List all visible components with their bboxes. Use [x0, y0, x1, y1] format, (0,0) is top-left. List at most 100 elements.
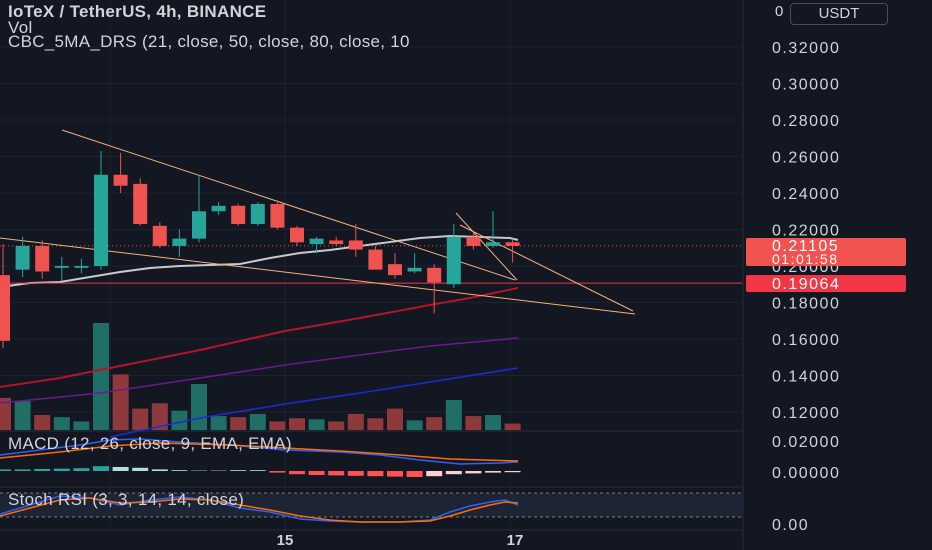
macd-histogram-bar [93, 466, 109, 471]
macd-histogram-bar [171, 470, 188, 471]
candle-body [172, 238, 187, 246]
macd-histogram-bar [230, 470, 247, 471]
volume-bar [191, 383, 207, 430]
macd-histogram-bar [347, 471, 364, 476]
macd-histogram-bar [132, 467, 149, 471]
macd-histogram-bar [406, 471, 423, 477]
macd-line [0, 438, 519, 465]
macd-histogram-bar [34, 469, 51, 471]
macd-histogram-bar [426, 471, 443, 477]
candle-body [290, 227, 304, 243]
price-tick-label: 0.12000 [772, 405, 840, 422]
stoch-rsi-band [0, 493, 742, 517]
volume-bar [289, 418, 305, 430]
trendline-upper [61, 129, 516, 281]
candle-body [348, 240, 363, 250]
candle-body [192, 211, 206, 239]
candle-body [446, 236, 461, 285]
candle-body [54, 266, 69, 268]
candle-body [407, 267, 422, 272]
time-axis-label: 17 [507, 532, 524, 549]
macd-histogram-bar [387, 471, 403, 477]
macd-histogram-bar [445, 471, 462, 475]
volume-bar [171, 410, 188, 430]
volume-bar [269, 421, 286, 430]
moving-average-red [0, 287, 519, 388]
candle-body [152, 225, 167, 246]
candle-body [0, 275, 10, 341]
last-price-badge [746, 238, 906, 266]
moving-average-purple [0, 337, 519, 404]
macd-histogram-bar [14, 469, 31, 471]
candle-body [231, 205, 246, 225]
macd-histogram-bar [0, 469, 11, 471]
candle-body [113, 174, 128, 186]
volume-bar [445, 400, 462, 430]
volume-bar [347, 413, 364, 430]
macd-histogram-bar [151, 469, 168, 471]
volume-bar [465, 416, 482, 430]
stoch-d-line [0, 497, 519, 523]
volume-bar [93, 323, 109, 430]
volume-bar [308, 419, 325, 430]
price-tick-label: 0.28000 [772, 113, 840, 130]
price-tick-label: 0.14000 [772, 369, 840, 386]
candle-body [505, 242, 520, 246]
candle-body [211, 205, 226, 212]
moving-average-blue [109, 367, 519, 438]
support-price-badge [746, 275, 906, 292]
price-tick-label: 0.30000 [772, 77, 840, 94]
candle-body [270, 203, 285, 228]
macd-histogram-bar [465, 471, 482, 474]
support-price-label: 0.19064 [772, 276, 840, 293]
volume-bar [426, 417, 443, 430]
macd-histogram-bar [53, 468, 70, 471]
volume-bar [406, 420, 423, 430]
volume-bar [504, 423, 521, 430]
macd-histogram-bar [328, 471, 345, 476]
price-tick-label: 0.32000 [772, 40, 840, 57]
volume-bar [485, 415, 501, 430]
volume-bar [112, 374, 129, 430]
price-tick-label: 0.24000 [772, 186, 840, 203]
price-tick-label: 0.22000 [772, 223, 840, 240]
trendline-wedge [459, 224, 634, 312]
volume-bar [230, 417, 247, 430]
candle-body [466, 236, 481, 246]
time-axis-label: 15 [277, 532, 294, 549]
moving-average-white [0, 234, 519, 288]
trendline-short [455, 212, 518, 281]
volume-bar [249, 413, 266, 430]
macd-histogram-bar [112, 467, 129, 471]
price-tick-label: 0.16000 [772, 332, 840, 349]
candle-body [486, 242, 500, 246]
macd-signal-line [0, 442, 519, 462]
candle-body [250, 203, 265, 225]
macd-histogram-bar [308, 471, 325, 475]
macd-tick-label: 0.02000 [772, 434, 840, 451]
macd-histogram-bar [73, 468, 90, 471]
volume-bar [14, 401, 31, 430]
price-tick-label: 0 [775, 3, 783, 20]
macd-histogram-bar [289, 471, 305, 475]
volume-bar [151, 403, 168, 430]
candle-body [427, 267, 442, 283]
last-price-label: 0.21105 [772, 238, 839, 255]
volume-bar [34, 415, 51, 430]
candle-body [309, 238, 324, 245]
volume-bar [328, 421, 345, 430]
volume-bar [210, 416, 227, 430]
candle-body [368, 249, 383, 270]
macd-histogram-bar [504, 471, 521, 473]
candle-body [15, 245, 30, 270]
price-tick-label: 0.18000 [772, 296, 840, 313]
volume-bar [387, 408, 403, 430]
stoch-tick-label: 0.00 [772, 517, 809, 534]
candle-body [388, 264, 402, 276]
currency-button[interactable]: USDT [790, 3, 888, 25]
candle-body [94, 174, 108, 266]
volume-bar [53, 417, 70, 430]
candle-body [133, 183, 148, 225]
candle-body [35, 245, 50, 272]
